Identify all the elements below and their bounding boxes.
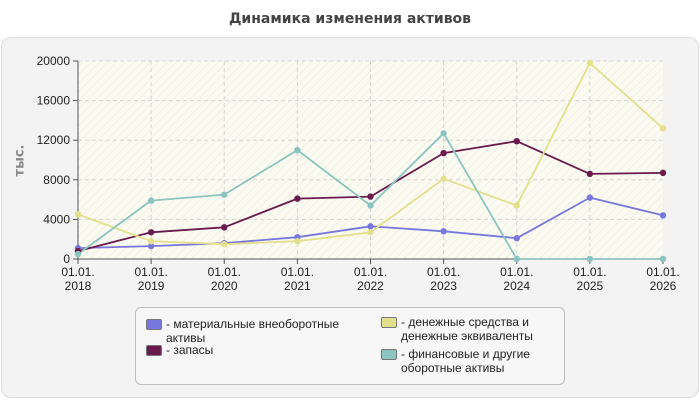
legend-swatch-financial-assets	[381, 349, 397, 360]
x-tick-label: 01.01. 2021	[281, 265, 314, 293]
data-point-series-0	[586, 194, 594, 201]
x-tick-label: 01.01. 2023	[427, 265, 460, 293]
y-tick-label: 20000	[37, 54, 71, 68]
legend-label-fixed-assets: - материальные внеоборотные активы	[166, 317, 339, 345]
data-point-series-3	[294, 146, 301, 154]
data-point-series-2	[586, 59, 594, 67]
legend-item-fixed-assets: - материальные внеоборотные активы	[146, 317, 356, 345]
chart-title: Динамика изменения активов	[228, 11, 472, 27]
x-tick-label: 01.01. 2026	[646, 265, 679, 293]
data-point-series-3	[513, 255, 520, 263]
legend-item-cash: - денежные средства и денежные эквивален…	[381, 315, 556, 343]
legend-swatch-fixed-assets	[146, 319, 162, 330]
data-point-series-2	[147, 237, 155, 245]
data-point-series-3	[440, 130, 447, 137]
data-point-series-3	[586, 255, 594, 263]
data-point-series-2	[440, 175, 447, 183]
legend-swatch-cash	[381, 317, 397, 328]
data-point-series-0	[513, 235, 520, 242]
legend: - материальные внеоборотные активы - зап…	[135, 307, 565, 385]
data-point-series-2	[221, 240, 228, 248]
data-point-series-0	[367, 223, 374, 230]
y-axis-label: тыс.	[8, 140, 32, 180]
data-point-series-1	[586, 170, 594, 178]
data-point-series-1	[659, 169, 667, 177]
data-point-series-3	[221, 191, 228, 198]
data-point-series-0	[147, 242, 155, 250]
legend-label-inventory: - запасы	[166, 343, 214, 357]
x-tick-label: 01.01. 2020	[208, 265, 241, 293]
x-tick-label: 01.01. 2024	[500, 265, 533, 293]
x-tick-label: 01.01. 2019	[134, 265, 167, 293]
x-tick-label: 01.01. 2018	[61, 265, 94, 293]
data-point-series-2	[513, 202, 520, 209]
data-point-series-2	[659, 125, 667, 132]
data-point-series-1	[440, 149, 447, 157]
y-tick-label: 0	[63, 252, 70, 266]
y-tick-label: 12000	[37, 133, 71, 147]
legend-item-inventory: - запасы	[146, 343, 356, 357]
y-axis-label-text: тыс.	[12, 144, 28, 176]
x-tick-label: 01.01. 2022	[354, 265, 387, 293]
legend-label-financial-assets: - финансовые и другие оборотные активы	[401, 347, 530, 375]
data-point-series-1	[367, 193, 374, 200]
data-point-series-2	[294, 237, 301, 245]
legend-item-financial-assets: - финансовые и другие оборотные активы	[381, 347, 556, 375]
y-tick-label: 8000	[43, 173, 70, 187]
legend-label-cash: - денежные средства и денежные эквивален…	[401, 315, 533, 343]
data-point-series-0	[440, 228, 447, 235]
data-point-series-1	[147, 229, 155, 236]
legend-swatch-inventory	[146, 345, 162, 356]
y-tick-label: 16000	[37, 94, 71, 108]
data-point-series-2	[74, 211, 82, 218]
data-point-series-3	[147, 197, 155, 204]
data-point-series-3	[367, 202, 374, 209]
data-point-series-1	[221, 224, 228, 231]
data-point-series-1	[294, 195, 301, 202]
x-tick-label: 01.01. 2025	[573, 265, 606, 293]
data-point-series-3	[659, 255, 667, 263]
data-point-series-2	[367, 229, 374, 236]
y-tick-label: 4000	[43, 212, 70, 226]
data-point-series-1	[513, 137, 520, 145]
data-point-series-0	[659, 212, 667, 219]
data-point-series-3	[74, 250, 82, 258]
